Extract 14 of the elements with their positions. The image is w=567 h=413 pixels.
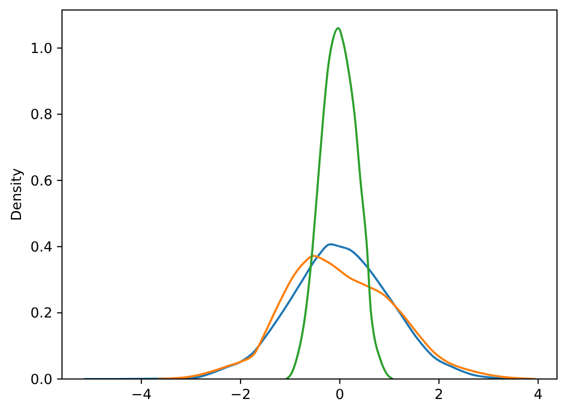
- x-tick-label: 2: [434, 387, 444, 403]
- y-tick-label: 0.6: [30, 173, 52, 190]
- line-series: [157, 254, 536, 379]
- y-tick-label: 0.4: [30, 239, 53, 256]
- y-tick-label: 1.0: [30, 40, 52, 57]
- y-tick-label: 0.2: [30, 306, 52, 322]
- x-tick-label: 4: [534, 387, 543, 403]
- x-tick-label: −4: [131, 387, 152, 403]
- y-axis-title: Density: [8, 168, 25, 221]
- y-tick-label: 0.8: [30, 107, 52, 124]
- line-series: [285, 27, 394, 379]
- y-tick-label: 0.0: [30, 372, 52, 388]
- x-tick-label: 0: [335, 387, 344, 403]
- x-tick-label: −2: [230, 387, 251, 403]
